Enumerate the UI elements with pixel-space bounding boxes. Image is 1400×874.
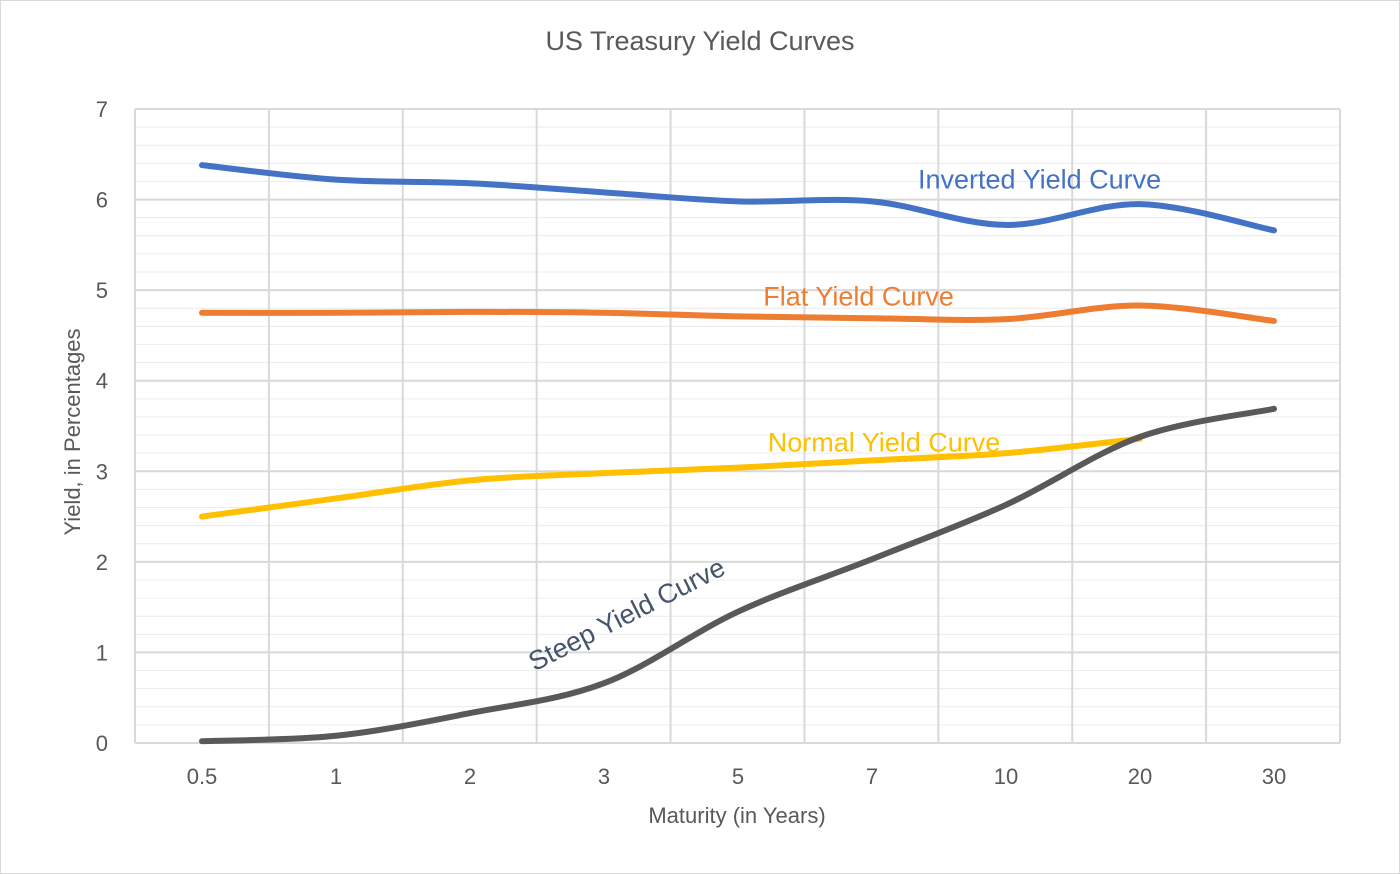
x-tick-label: 10	[994, 764, 1018, 789]
y-tick-label: 4	[96, 369, 108, 394]
x-axis-title: Maturity (in Years)	[648, 803, 826, 828]
x-tick-label: 20	[1128, 764, 1152, 789]
x-tick-label: 1	[330, 764, 342, 789]
major-gridlines	[134, 108, 1341, 744]
y-tick-label: 2	[96, 550, 108, 575]
inverted-yield-curve-label: Inverted Yield Curve	[918, 165, 1161, 195]
flat-yield-curve-line	[199, 302, 1277, 324]
x-tick-labels: 0.5 1 2 3 5 7 10 20 30	[187, 764, 1287, 789]
x-tick-label: 0.5	[187, 764, 218, 789]
flat-yield-curve-label: Flat Yield Curve	[763, 282, 954, 312]
y-tick-labels: 0 1 2 3 4 5 6 7	[96, 97, 108, 756]
y-tick-label: 1	[96, 640, 108, 665]
y-tick-label: 6	[96, 188, 108, 213]
x-tick-label: 3	[598, 764, 610, 789]
inverted-yield-curve-line	[199, 162, 1277, 234]
x-tick-label: 7	[866, 764, 878, 789]
series-labels: Inverted Yield Curve Flat Yield Curve Norm…	[524, 165, 1162, 677]
y-tick-label: 0	[96, 731, 108, 756]
chart-title: US Treasury Yield Curves	[545, 26, 855, 56]
normal-yield-curve-label: Normal Yield Curve	[768, 427, 1001, 457]
y-tick-label: 3	[96, 459, 108, 484]
x-tick-label: 30	[1262, 764, 1286, 789]
x-tick-label: 5	[732, 764, 744, 789]
x-tick-label: 2	[464, 764, 476, 789]
normal-yield-curve-line	[199, 435, 1143, 520]
steep-yield-curve-label: Steep Yield Curve	[524, 552, 730, 677]
y-tick-label: 5	[96, 278, 108, 303]
y-tick-label: 7	[96, 97, 108, 122]
steep-yield-curve-line	[199, 405, 1277, 745]
series-lines	[199, 162, 1277, 745]
